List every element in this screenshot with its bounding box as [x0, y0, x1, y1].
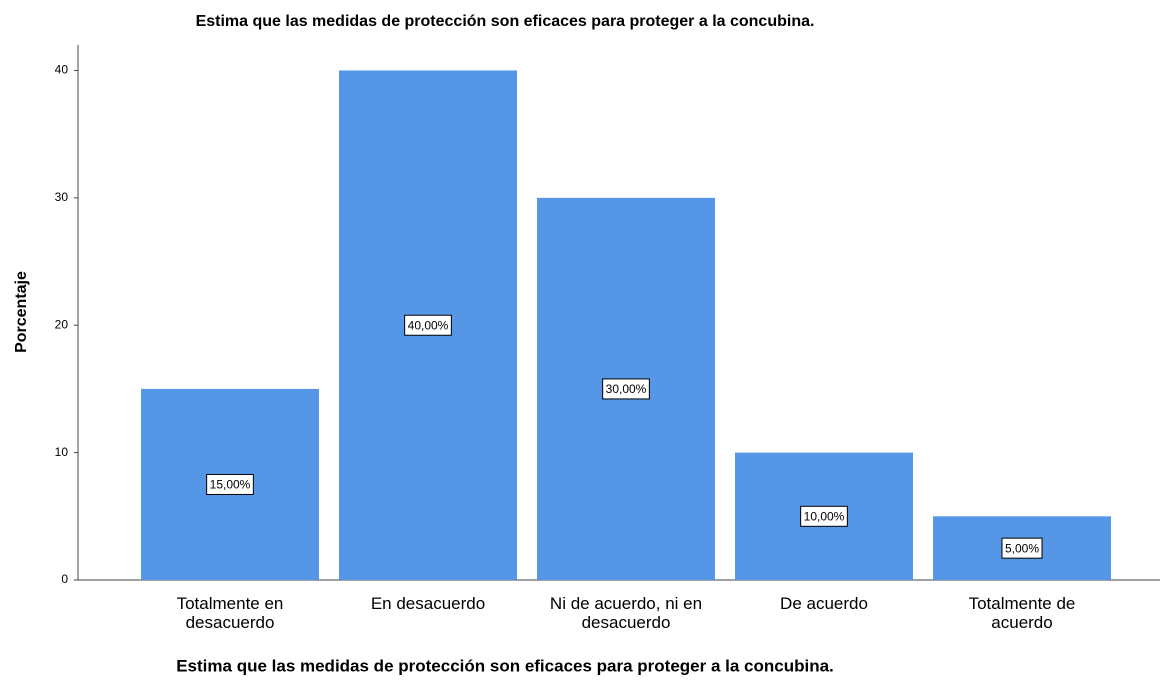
data-label-box — [602, 378, 650, 400]
data-label-box — [800, 505, 848, 527]
y-tick-label: 30 — [55, 190, 69, 204]
y-tick-label: 0 — [61, 572, 68, 586]
y-axis-title: Porcentaje — [13, 271, 30, 353]
x-tick-label: De acuerdo — [780, 594, 868, 613]
y-tick-label: 40 — [55, 63, 69, 77]
data-label: 40,00% — [408, 318, 449, 332]
x-tick-label: Ni de acuerdo, ni en desacuerdo — [549, 594, 703, 632]
chart-title: Estima que las medidas de protección son… — [196, 13, 815, 30]
x-tick-label: Totalmente de acuerdo — [968, 594, 1076, 632]
data-label-box — [206, 473, 254, 495]
data-label: 10,00% — [804, 509, 845, 523]
data-label: 15,00% — [210, 478, 251, 492]
y-tick-label: 10 — [55, 445, 69, 459]
y-tick-label: 20 — [55, 317, 69, 331]
x-axis-title: Estima que las medidas de protección son… — [176, 656, 834, 675]
data-label: 30,00% — [606, 382, 647, 396]
data-label: 5,00% — [1005, 541, 1039, 555]
x-tick-label: Totalmente en desacuerdo — [176, 594, 284, 632]
data-label-box — [1001, 537, 1043, 559]
x-tick-label: En desacuerdo — [370, 594, 486, 613]
data-label-box — [404, 314, 452, 336]
